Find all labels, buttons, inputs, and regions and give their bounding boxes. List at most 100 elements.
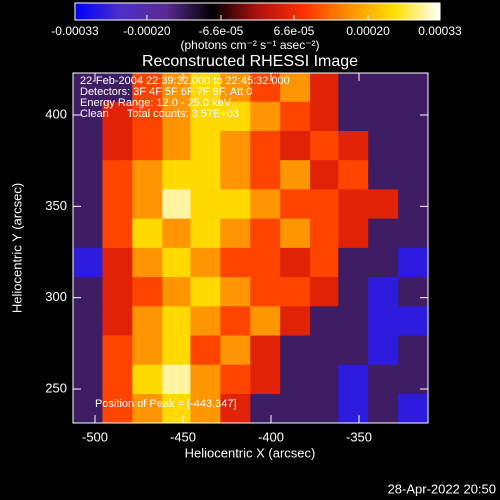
y-tick-label: 400 — [45, 106, 67, 121]
heatmap-cell — [250, 247, 282, 279]
heatmap-cell — [102, 160, 134, 191]
heatmap-cell — [190, 160, 222, 191]
colorbar-tick-label: 0.00020 — [346, 24, 390, 38]
heatmap-cell — [132, 101, 164, 132]
heatmap-cell — [310, 306, 342, 337]
heatmap-cell — [310, 247, 342, 279]
heatmap-cell — [190, 189, 222, 220]
heatmap-cell — [280, 73, 312, 103]
heatmap-cell — [368, 335, 400, 366]
heatmap-cell — [190, 130, 222, 162]
heatmap-cell — [132, 394, 164, 423]
heatmap-cell — [190, 364, 222, 396]
heatmap-cell — [162, 189, 194, 220]
annotation: 22-Feb-2004 22:39:32.000 to 22:45:32.000 — [80, 75, 290, 87]
heatmap-cell — [338, 130, 370, 162]
heatmap-cell — [398, 306, 428, 337]
annotation: Detectors: 3F 4F 5F 6F 7F 8F, Att 0 — [80, 86, 252, 98]
heatmap-cell — [338, 247, 370, 279]
heatmap-cell — [220, 189, 252, 220]
heatmap-cell — [73, 277, 104, 308]
annotation: Clean Total counts: 3.57E+03 — [80, 108, 239, 120]
heatmap-cell — [338, 364, 370, 396]
heatmap-cell — [280, 394, 312, 423]
timestamp: 28-Apr-2022 20:50 — [388, 481, 496, 496]
heatmap-cell — [310, 160, 342, 191]
y-axis-label: Heliocentric Y (arcsec) — [9, 183, 24, 313]
heatmap-cell — [368, 364, 400, 396]
heatmap-cell — [73, 394, 104, 423]
heatmap-cell — [162, 101, 194, 132]
heatmap-cell — [338, 189, 370, 220]
heatmap-cell — [220, 394, 252, 423]
heatmap-cell — [250, 101, 282, 132]
heatmap-cell — [162, 130, 194, 162]
heatmap-cell — [338, 218, 370, 249]
heatmap-cell — [398, 277, 428, 308]
heatmap-cell — [368, 130, 400, 162]
heatmap-cell — [73, 335, 104, 366]
heatmap-cell — [73, 247, 104, 279]
heatmap-cell — [220, 364, 252, 396]
heatmap-cell — [250, 306, 282, 337]
heatmap-cell — [132, 335, 164, 366]
chart-title: Reconstructed RHESSI Image — [142, 53, 358, 70]
heatmap-cell — [250, 335, 282, 366]
heatmap-cell — [73, 364, 104, 396]
heatmap-cell — [310, 277, 342, 308]
annotation: Energy Range: 12.0 - 25.0 keV — [80, 97, 232, 109]
peak-label: Position of Peak = [-443,347] — [95, 398, 237, 410]
heatmap-cell — [73, 130, 104, 162]
heatmap-cell — [132, 218, 164, 249]
heatmap-cell — [310, 189, 342, 220]
heatmap-cell — [162, 73, 194, 103]
heatmap-cell — [73, 218, 104, 249]
heatmap-cell — [338, 394, 370, 423]
colorbar-tick-label: -6.6e-05 — [199, 24, 244, 38]
heatmap-cell — [220, 247, 252, 279]
heatmap-cell — [102, 394, 134, 423]
heatmap-cell — [368, 101, 400, 132]
heatmap-cell — [398, 394, 428, 423]
heatmap-cell — [102, 189, 134, 220]
heatmap-cell — [73, 160, 104, 191]
heatmap-cell — [220, 130, 252, 162]
heatmap-cell — [310, 101, 342, 132]
plot-frame — [72, 72, 429, 424]
heatmap-cell — [398, 364, 428, 396]
heatmap-cell — [132, 160, 164, 191]
heatmap-cell — [162, 306, 194, 337]
heatmap-cell — [368, 218, 400, 249]
colorbar-tick-label: -0.00033 — [51, 24, 99, 38]
x-tick-label: -500 — [82, 429, 108, 444]
heatmap-cell — [250, 218, 282, 249]
heatmap-cell — [310, 364, 342, 396]
heatmap-cell — [280, 335, 312, 366]
heatmap-cell — [220, 160, 252, 191]
heatmap-cell — [220, 277, 252, 308]
heatmap-cell — [102, 73, 134, 103]
heatmap-cell — [338, 277, 370, 308]
x-tick-label: -450 — [170, 429, 196, 444]
heatmap-cell — [132, 73, 164, 103]
heatmap-cell — [280, 277, 312, 308]
heatmap-cell — [368, 306, 400, 337]
heatmap-cell — [338, 160, 370, 191]
heatmap-cell — [102, 277, 134, 308]
heatmap-cell — [102, 247, 134, 279]
heatmap-cell — [280, 306, 312, 337]
heatmap-cell — [102, 364, 134, 396]
heatmap-cell — [368, 160, 400, 191]
heatmap-cell — [220, 73, 252, 103]
heatmap-cell — [398, 218, 428, 249]
heatmap-cell — [102, 306, 134, 337]
heatmap-cell — [73, 189, 104, 220]
heatmap-cell — [73, 73, 104, 103]
x-tick-label: -400 — [258, 429, 284, 444]
heatmap-cell — [368, 189, 400, 220]
heatmap-cell — [102, 218, 134, 249]
heatmap-cell — [132, 189, 164, 220]
heatmap-cell — [190, 101, 222, 132]
heatmap-cell — [310, 335, 342, 366]
heatmap-cell — [102, 130, 134, 162]
